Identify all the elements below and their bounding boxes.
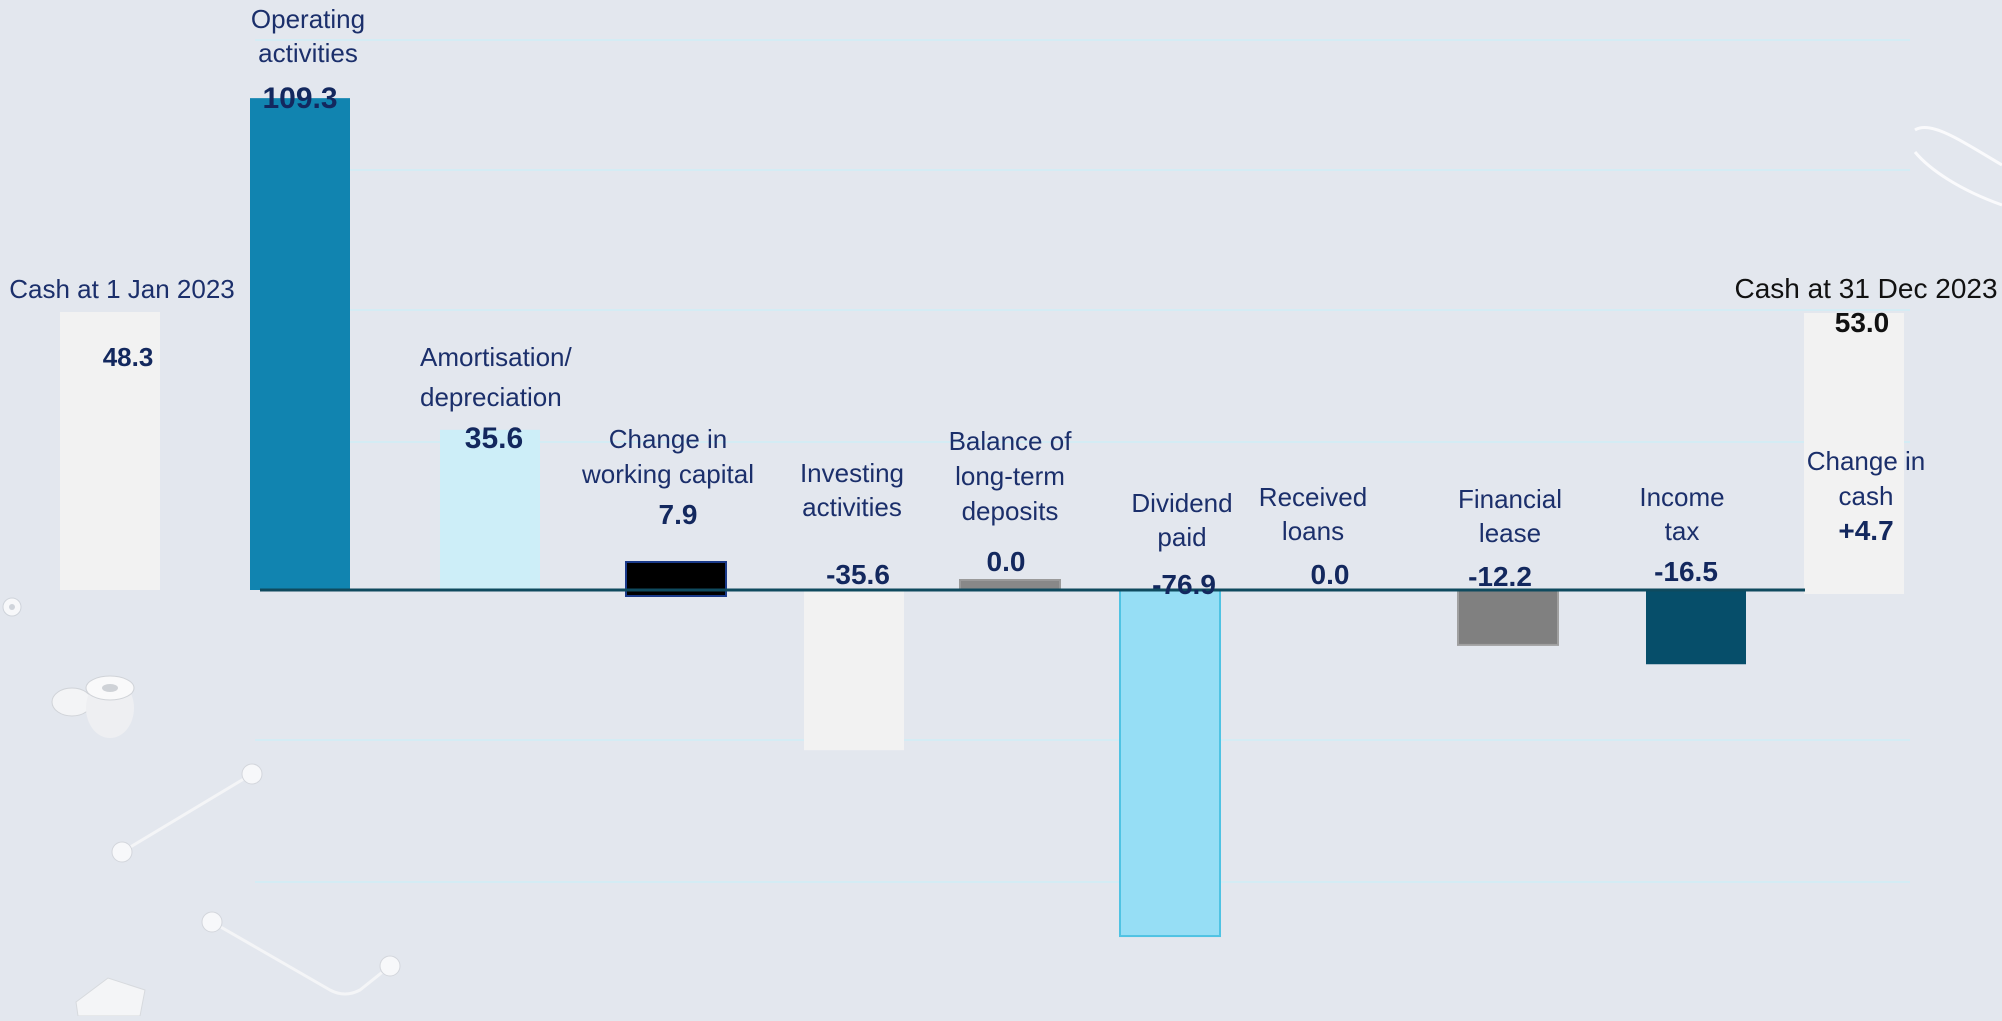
category-label-cash-at-31-dec-2023: Cash at 31 Dec 2023 bbox=[1734, 273, 1997, 304]
category-label-line: Balance of bbox=[949, 426, 1073, 456]
category-label-line: Amortisation/ bbox=[420, 342, 572, 372]
labels: Cash at 1 Jan 2023 Operating activities Amo… bbox=[9, 4, 1997, 600]
category-label-amortisation-depreciation: Amortisation/depreciation bbox=[420, 342, 572, 412]
bar-income-tax bbox=[1646, 590, 1746, 665]
category-label-received-loans: Received loans bbox=[1259, 482, 1367, 546]
gridlines bbox=[255, 39, 1910, 883]
category-label-dividend-paid: Dividend paid bbox=[1131, 488, 1232, 552]
change-in-cash-value: +4.7 bbox=[1838, 515, 1893, 546]
category-label-cash-at-1-jan-2023: Cash at 1 Jan 2023 bbox=[9, 274, 235, 304]
bar-investing-activities bbox=[804, 590, 904, 751]
value-label-cash-at-31-dec-2023: 53.0 bbox=[1835, 307, 1890, 338]
value-label-income-tax: -16.5 bbox=[1654, 556, 1718, 587]
category-label-line: Operating bbox=[251, 4, 365, 34]
category-label-line: deposits bbox=[962, 496, 1059, 526]
bar-dividend-paid bbox=[1119, 589, 1221, 938]
category-label-balance-of-long-term-deposits: Balance of long-term deposits bbox=[949, 426, 1073, 526]
category-label-line: tax bbox=[1665, 516, 1700, 546]
change-in-cash-label: Change in cash bbox=[1807, 446, 1926, 511]
decorative-background bbox=[2, 125, 2002, 1017]
value-label-dividend-paid: -76.9 bbox=[1152, 569, 1216, 600]
value-label-received-loans: 0.0 bbox=[1311, 559, 1350, 590]
category-label-change-in-working-capital: Change in working capital bbox=[581, 424, 754, 489]
category-label-line: Income bbox=[1639, 482, 1724, 512]
bar-operating-activities bbox=[250, 98, 350, 591]
category-label-operating-activities: Operating activities bbox=[251, 4, 365, 68]
category-label-line: loans bbox=[1282, 516, 1344, 546]
category-label-line: Investing bbox=[800, 458, 904, 488]
category-label-line: depreciation bbox=[420, 382, 562, 412]
category-label-line: Cash at 1 Jan 2023 bbox=[9, 274, 235, 304]
bar-amortisation-depreciation bbox=[440, 429, 540, 590]
category-label-investing-activities: Investing activities bbox=[800, 458, 904, 522]
value-label-change-in-working-capital: 7.9 bbox=[659, 499, 698, 530]
value-label-balance-of-long-term-deposits: 0.0 bbox=[987, 546, 1026, 577]
value-label-financial-lease: -12.2 bbox=[1468, 561, 1532, 592]
category-label-line: activities bbox=[258, 38, 358, 68]
value-label-cash-at-1-jan-2023: 48.3 bbox=[103, 342, 154, 372]
category-label-line: Dividend bbox=[1131, 488, 1232, 518]
change-in-cash-label-line: Change in bbox=[1807, 446, 1926, 476]
category-label-line: long-term bbox=[955, 461, 1065, 491]
category-label-line: Cash at 31 Dec 2023 bbox=[1734, 273, 1997, 304]
value-label-investing-activities: -35.6 bbox=[826, 559, 890, 590]
category-label-line: working capital bbox=[581, 459, 754, 489]
bar-cash-at-31-dec-2023 bbox=[1804, 313, 1904, 594]
value-label-operating-activities: 109.3 bbox=[262, 82, 337, 115]
category-label-financial-lease: Financial lease bbox=[1458, 484, 1562, 548]
category-label-line: Financial bbox=[1458, 484, 1562, 514]
bar-financial-lease bbox=[1457, 589, 1559, 646]
category-label-line: Received bbox=[1259, 482, 1367, 512]
bar-received-loans bbox=[1276, 580, 1376, 590]
category-label-line: Change in bbox=[609, 424, 728, 454]
category-label-line: activities bbox=[802, 492, 902, 522]
change-in-cash-label-line: cash bbox=[1839, 481, 1894, 511]
category-label-line: lease bbox=[1479, 518, 1541, 548]
category-label-income-tax: Income tax bbox=[1639, 482, 1724, 546]
bar-cash-at-1-jan-2023 bbox=[60, 312, 160, 590]
value-label-amortisation-depreciation: 35.6 bbox=[465, 422, 523, 455]
category-label-line: paid bbox=[1157, 522, 1206, 552]
